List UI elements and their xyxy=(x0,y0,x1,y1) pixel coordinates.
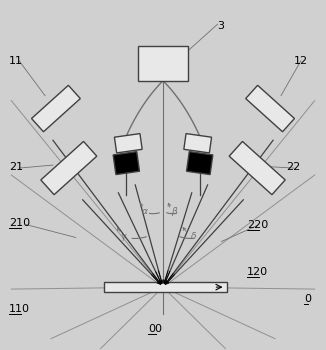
Text: 120: 120 xyxy=(247,267,268,277)
Text: 210: 210 xyxy=(9,218,30,228)
Bar xyxy=(104,282,228,292)
Text: 21: 21 xyxy=(9,162,23,172)
Bar xyxy=(138,46,188,81)
Polygon shape xyxy=(114,134,142,153)
Polygon shape xyxy=(113,152,140,175)
Text: 3: 3 xyxy=(217,21,225,31)
Text: 00: 00 xyxy=(148,324,162,334)
Polygon shape xyxy=(32,85,80,132)
Text: 0: 0 xyxy=(304,294,311,304)
Text: γ: γ xyxy=(120,232,126,240)
Polygon shape xyxy=(229,141,285,195)
Polygon shape xyxy=(186,152,213,175)
Text: 12: 12 xyxy=(294,56,308,66)
Polygon shape xyxy=(184,134,212,153)
Polygon shape xyxy=(246,85,294,132)
Text: 11: 11 xyxy=(9,56,23,66)
Text: δ: δ xyxy=(191,232,196,240)
Text: α: α xyxy=(142,207,148,216)
Text: β: β xyxy=(171,207,177,216)
Text: 220: 220 xyxy=(247,220,269,230)
Polygon shape xyxy=(41,141,97,195)
Text: 110: 110 xyxy=(9,304,30,314)
Text: 22: 22 xyxy=(286,162,300,172)
